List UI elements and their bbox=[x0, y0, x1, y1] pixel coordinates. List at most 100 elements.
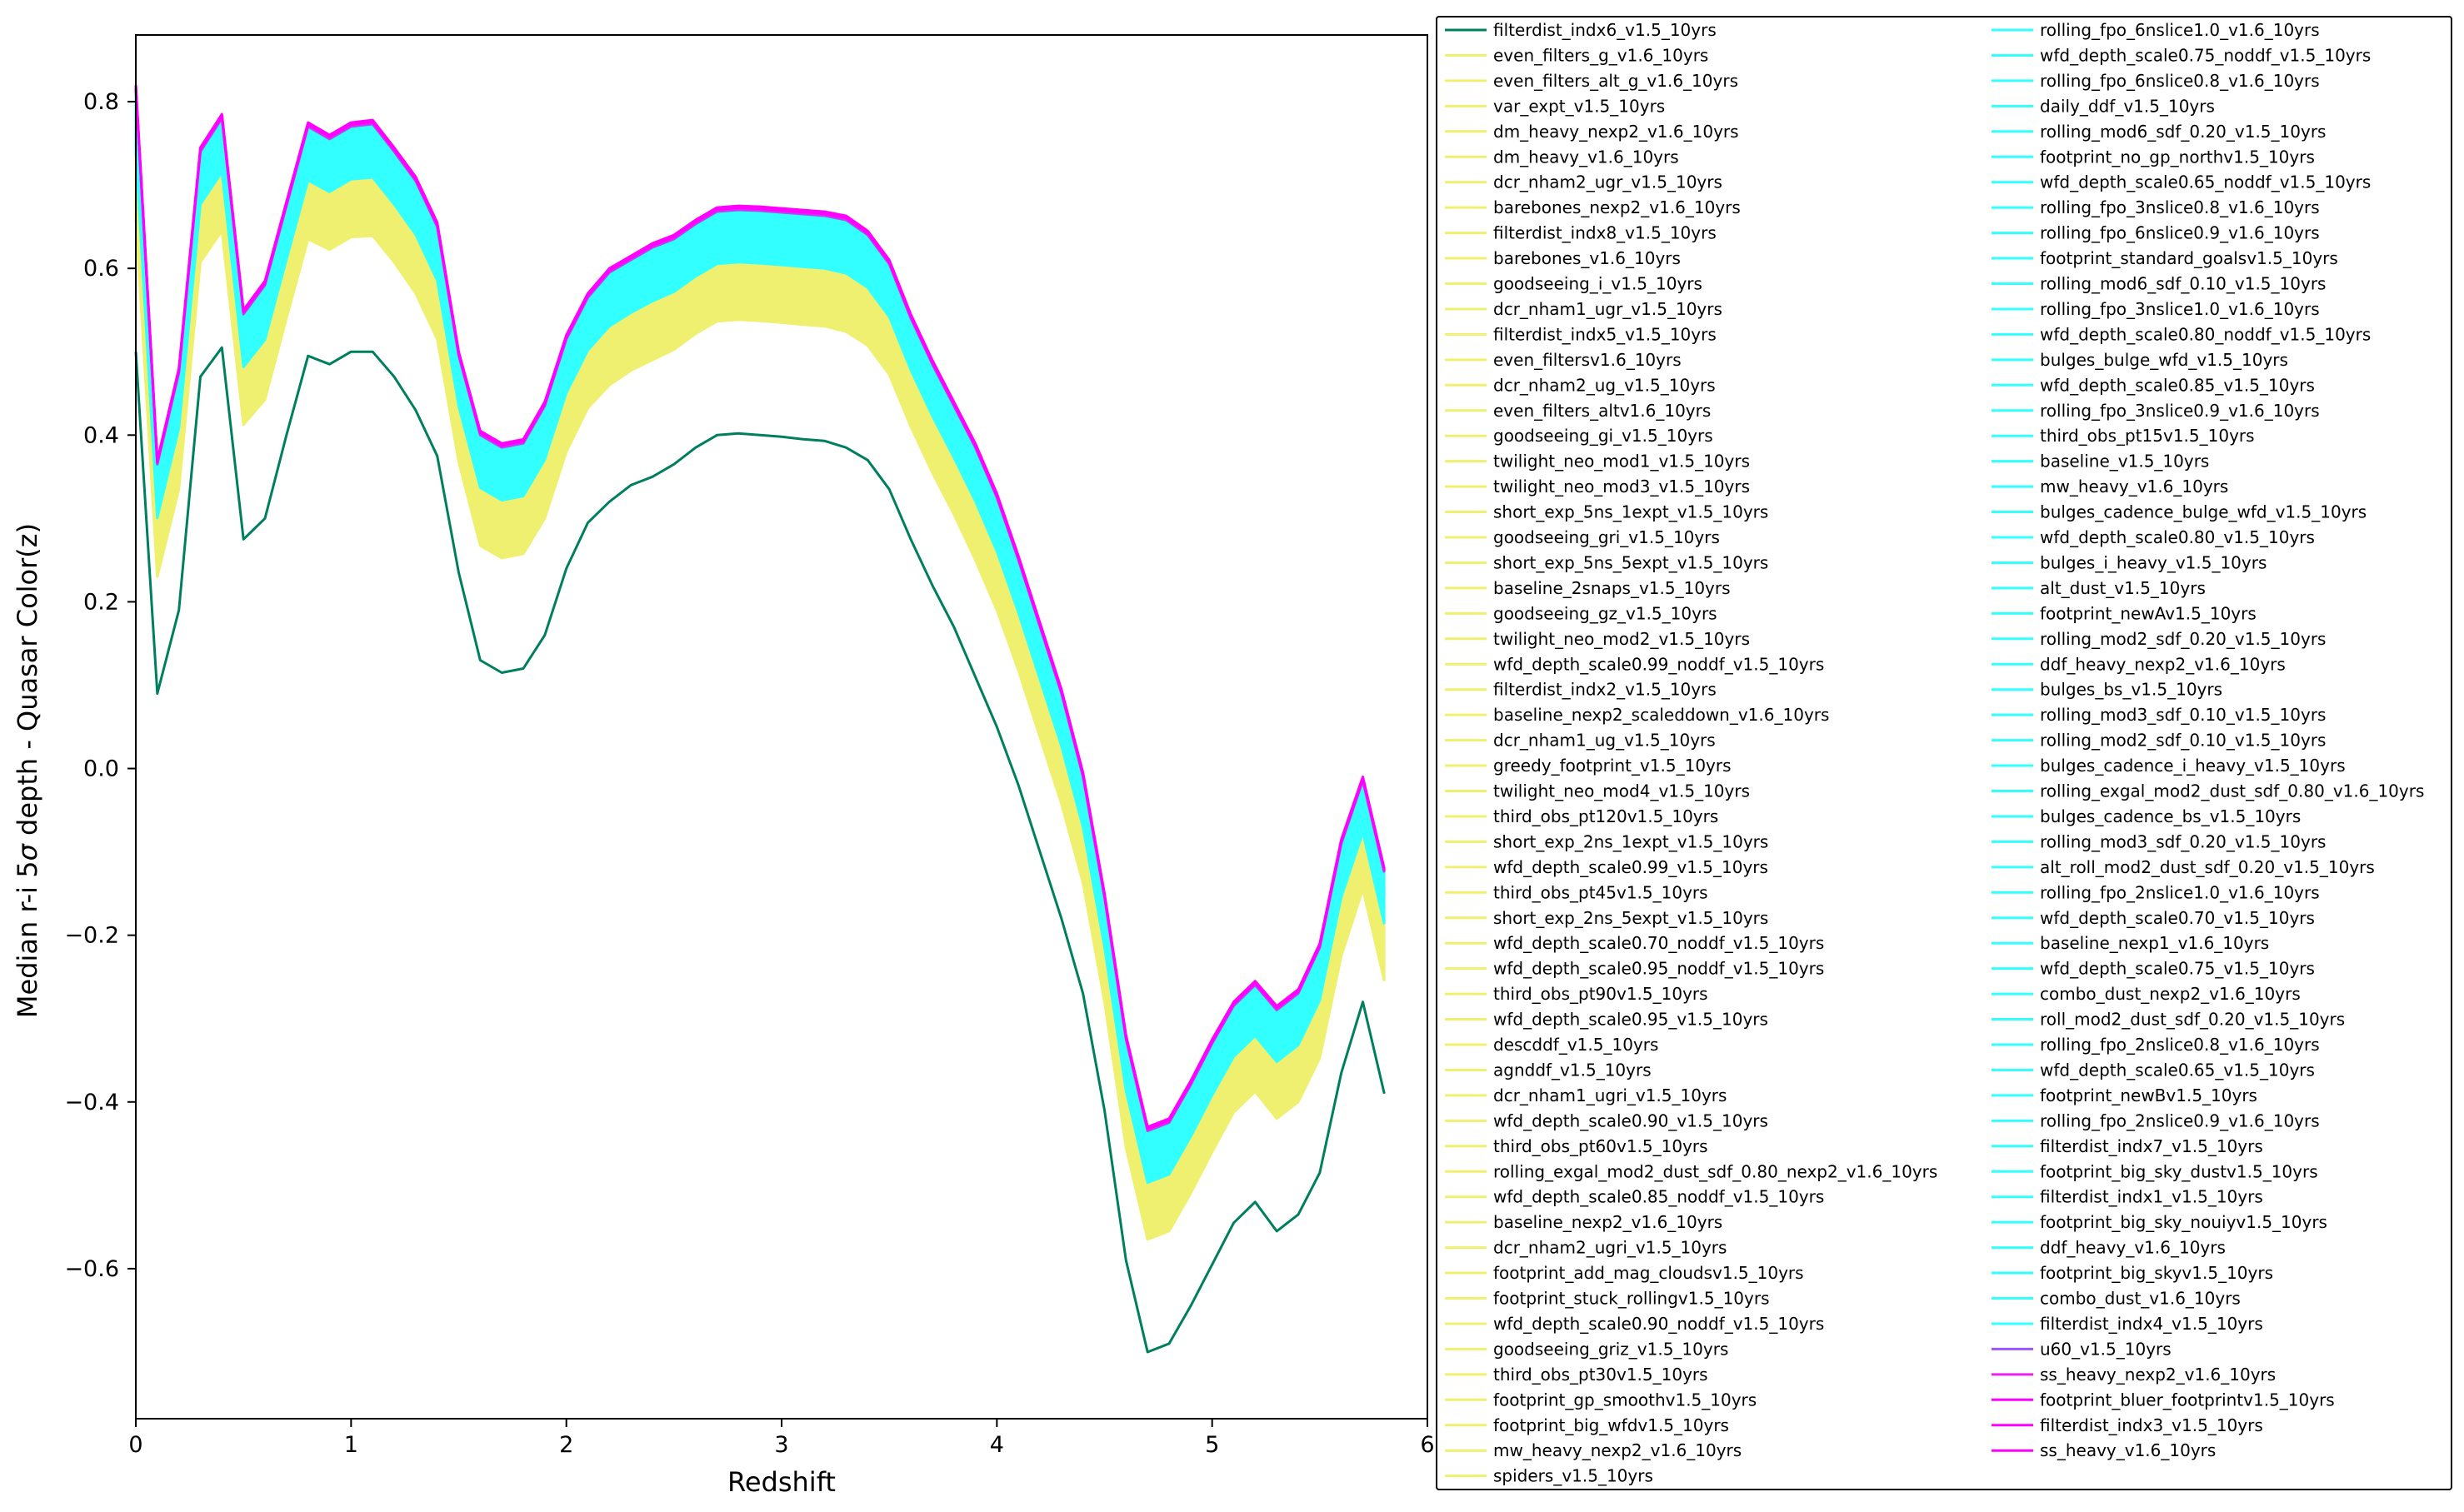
legend-item: dcr_nham2_ug_v1.5_10yrs bbox=[1445, 375, 1716, 395]
legend-label: dcr_nham2_ugri_v1.5_10yrs bbox=[1493, 1238, 1727, 1258]
legend-label: rolling_mod6_sdf_0.10_v1.5_10yrs bbox=[2040, 274, 2326, 294]
x-tick-label: 5 bbox=[1205, 1432, 1219, 1458]
legend-item: wfd_depth_scale0.95_v1.5_10yrs bbox=[1445, 1010, 1768, 1030]
legend-label: third_obs_pt60v1.5_10yrs bbox=[1493, 1136, 1708, 1156]
legend-item: rolling_exgal_mod2_dust_sdf_0.80_nexp2_v… bbox=[1445, 1161, 1937, 1181]
legend-item: mw_heavy_v1.6_10yrs bbox=[1992, 477, 2228, 497]
legend-item: goodseeing_griz_v1.5_10yrs bbox=[1445, 1339, 1728, 1359]
legend-item: even_filtersv1.6_10yrs bbox=[1445, 350, 1682, 370]
legend-label: baseline_nexp1_v1.6_10yrs bbox=[2040, 933, 2269, 953]
legend-label: footprint_big_sky_dustv1.5_10yrs bbox=[2040, 1161, 2318, 1181]
legend-label: dcr_nham1_ugr_v1.5_10yrs bbox=[1493, 299, 1722, 319]
legend-item: baseline_nexp1_v1.6_10yrs bbox=[1992, 933, 2269, 953]
legend-label: rolling_fpo_3nslice1.0_v1.6_10yrs bbox=[2040, 299, 2320, 319]
legend-label: footprint_no_gp_northv1.5_10yrs bbox=[2040, 147, 2315, 167]
legend-item: even_filters_alt_g_v1.6_10yrs bbox=[1445, 71, 1738, 91]
legend-item: footprint_big_sky_nouiyv1.5_10yrs bbox=[1992, 1212, 2327, 1232]
legend-item: goodseeing_gi_v1.5_10yrs bbox=[1445, 426, 1713, 446]
x-tick-label: 6 bbox=[1420, 1432, 1434, 1458]
y-axis-label-suffix: depth - Quasar Color(z) bbox=[12, 523, 43, 844]
legend-label: dcr_nham1_ugri_v1.5_10yrs bbox=[1493, 1085, 1727, 1105]
legend-frame bbox=[1436, 16, 2452, 1490]
legend-item: wfd_depth_scale0.90_v1.5_10yrs bbox=[1445, 1110, 1768, 1130]
y-axis-label-prefix: Median r-i 5 bbox=[12, 861, 43, 1018]
legend-item: goodseeing_gri_v1.5_10yrs bbox=[1445, 527, 1720, 547]
legend-item: footprint_gp_smoothv1.5_10yrs bbox=[1445, 1390, 1757, 1410]
legend-item: wfd_depth_scale0.65_v1.5_10yrs bbox=[1992, 1060, 2315, 1080]
plot-lines bbox=[134, 84, 1386, 1354]
legend-item: short_exp_2ns_5expt_v1.5_10yrs bbox=[1445, 908, 1768, 928]
legend-item: rolling_fpo_3nslice0.8_v1.6_10yrs bbox=[1992, 197, 2320, 217]
legend-label: footprint_stuck_rollingv1.5_10yrs bbox=[1493, 1289, 1770, 1309]
legend-label: twilight_neo_mod3_v1.5_10yrs bbox=[1493, 477, 1750, 497]
legend-item: rolling_fpo_2nslice0.8_v1.6_10yrs bbox=[1992, 1035, 2320, 1055]
y-tick-label: −0.6 bbox=[64, 1256, 119, 1282]
legend-label: twilight_neo_mod4_v1.5_10yrs bbox=[1493, 781, 1750, 801]
legend-item: wfd_depth_scale0.80_v1.5_10yrs bbox=[1992, 527, 2315, 547]
legend-label: wfd_depth_scale0.95_noddf_v1.5_10yrs bbox=[1493, 959, 1824, 979]
legend-item: var_expt_v1.5_10yrs bbox=[1445, 96, 1665, 116]
legend-label: filterdist_indx5_v1.5_10yrs bbox=[1493, 324, 1717, 344]
legend-label: goodseeing_griz_v1.5_10yrs bbox=[1493, 1339, 1728, 1359]
legend-label: short_exp_5ns_5expt_v1.5_10yrs bbox=[1493, 552, 1768, 572]
legend-item: u60_v1.5_10yrs bbox=[1992, 1339, 2172, 1359]
legend-label: wfd_depth_scale0.65_noddf_v1.5_10yrs bbox=[2040, 172, 2371, 192]
legend-item: short_exp_2ns_1expt_v1.5_10yrs bbox=[1445, 831, 1768, 851]
legend-label: barebones_nexp2_v1.6_10yrs bbox=[1493, 197, 1741, 217]
legend-label: ss_heavy_v1.6_10yrs bbox=[2040, 1440, 2216, 1460]
legend-item: footprint_newBv1.5_10yrs bbox=[1992, 1085, 2257, 1105]
legend-label: wfd_depth_scale0.75_v1.5_10yrs bbox=[2040, 959, 2315, 979]
legend-label: mw_heavy_v1.6_10yrs bbox=[2040, 477, 2228, 497]
legend-label: bulges_bulge_wfd_v1.5_10yrs bbox=[2040, 350, 2288, 370]
x-tick-label: 3 bbox=[774, 1432, 788, 1458]
legend-item: baseline_nexp2_scaleddown_v1.6_10yrs bbox=[1445, 705, 1829, 725]
legend-label: rolling_fpo_2nslice0.9_v1.6_10yrs bbox=[2040, 1110, 2320, 1130]
legend-label: third_obs_pt30v1.5_10yrs bbox=[1493, 1365, 1708, 1385]
legend-item: third_obs_pt120v1.5_10yrs bbox=[1445, 806, 1718, 826]
legend-label: baseline_nexp2_scaleddown_v1.6_10yrs bbox=[1493, 705, 1829, 725]
legend-label: footprint_big_sky_nouiyv1.5_10yrs bbox=[2040, 1212, 2327, 1232]
legend-item: alt_roll_mod2_dust_sdf_0.20_v1.5_10yrs bbox=[1992, 857, 2375, 877]
legend-item: baseline_2snaps_v1.5_10yrs bbox=[1445, 578, 1731, 598]
legend-item: rolling_mod3_sdf_0.10_v1.5_10yrs bbox=[1992, 705, 2326, 725]
legend-label: filterdist_indx4_v1.5_10yrs bbox=[2040, 1314, 2263, 1334]
legend-item: rolling_mod6_sdf_0.20_v1.5_10yrs bbox=[1992, 122, 2326, 142]
legend-item: rolling_fpo_2nslice1.0_v1.6_10yrs bbox=[1992, 882, 2320, 902]
legend-label: footprint_add_mag_cloudsv1.5_10yrs bbox=[1493, 1263, 1804, 1283]
legend-item: third_obs_pt30v1.5_10yrs bbox=[1445, 1365, 1708, 1385]
legend-label: filterdist_indx8_v1.5_10yrs bbox=[1493, 223, 1717, 243]
legend-label: mw_heavy_nexp2_v1.6_10yrs bbox=[1493, 1440, 1742, 1460]
legend-label: baseline_v1.5_10yrs bbox=[2040, 452, 2209, 472]
legend-item: filterdist_indx8_v1.5_10yrs bbox=[1445, 223, 1717, 243]
legend-label: third_obs_pt15v1.5_10yrs bbox=[2040, 426, 2255, 446]
x-tick-label: 2 bbox=[559, 1432, 573, 1458]
legend-item: alt_dust_v1.5_10yrs bbox=[1992, 578, 2206, 598]
legend-label: wfd_depth_scale0.85_v1.5_10yrs bbox=[2040, 375, 2315, 395]
legend-label: footprint_big_wfdv1.5_10yrs bbox=[1493, 1415, 1729, 1435]
legend-label: dcr_nham2_ugr_v1.5_10yrs bbox=[1493, 172, 1722, 192]
legend-item: dcr_nham2_ugr_v1.5_10yrs bbox=[1445, 172, 1722, 192]
legend-label: wfd_depth_scale0.99_v1.5_10yrs bbox=[1493, 857, 1768, 877]
legend-label: filterdist_indx3_v1.5_10yrs bbox=[2040, 1415, 2263, 1435]
legend-label: wfd_depth_scale0.90_v1.5_10yrs bbox=[1493, 1110, 1768, 1130]
legend-label: even_filters_altv1.6_10yrs bbox=[1493, 401, 1711, 421]
legend-label: even_filters_g_v1.6_10yrs bbox=[1493, 45, 1708, 65]
legend-label: combo_dust_v1.6_10yrs bbox=[2040, 1289, 2241, 1309]
legend-item: bulges_cadence_i_heavy_v1.5_10yrs bbox=[1992, 756, 2346, 776]
legend-label: rolling_mod2_sdf_0.20_v1.5_10yrs bbox=[2040, 629, 2326, 649]
legend-item: rolling_mod3_sdf_0.20_v1.5_10yrs bbox=[1992, 831, 2326, 851]
legend-item: filterdist_indx2_v1.5_10yrs bbox=[1445, 680, 1717, 700]
legend-item: wfd_depth_scale0.99_v1.5_10yrs bbox=[1445, 857, 1768, 877]
legend-label: bulges_bs_v1.5_10yrs bbox=[2040, 680, 2222, 700]
legend-label: bulges_cadence_bulge_wfd_v1.5_10yrs bbox=[2040, 502, 2367, 522]
y-tick-label: 0.0 bbox=[83, 756, 119, 782]
legend-label: rolling_exgal_mod2_dust_sdf_0.80_nexp2_v… bbox=[1493, 1161, 1937, 1181]
legend-label: short_exp_2ns_1expt_v1.5_10yrs bbox=[1493, 831, 1768, 851]
legend-label: third_obs_pt45v1.5_10yrs bbox=[1493, 882, 1708, 902]
legend-label: rolling_mod6_sdf_0.20_v1.5_10yrs bbox=[2040, 122, 2326, 142]
legend-item: ss_heavy_nexp2_v1.6_10yrs bbox=[1992, 1365, 2276, 1385]
x-tick-label: 1 bbox=[344, 1432, 358, 1458]
legend-item: barebones_nexp2_v1.6_10yrs bbox=[1445, 197, 1741, 217]
legend-label: wfd_depth_scale0.90_noddf_v1.5_10yrs bbox=[1493, 1314, 1824, 1334]
legend-item: baseline_v1.5_10yrs bbox=[1992, 452, 2209, 472]
